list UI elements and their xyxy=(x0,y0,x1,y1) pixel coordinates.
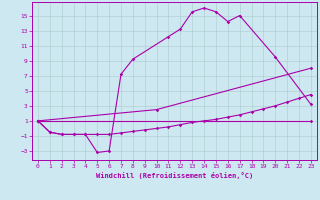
X-axis label: Windchill (Refroidissement éolien,°C): Windchill (Refroidissement éolien,°C) xyxy=(96,172,253,179)
